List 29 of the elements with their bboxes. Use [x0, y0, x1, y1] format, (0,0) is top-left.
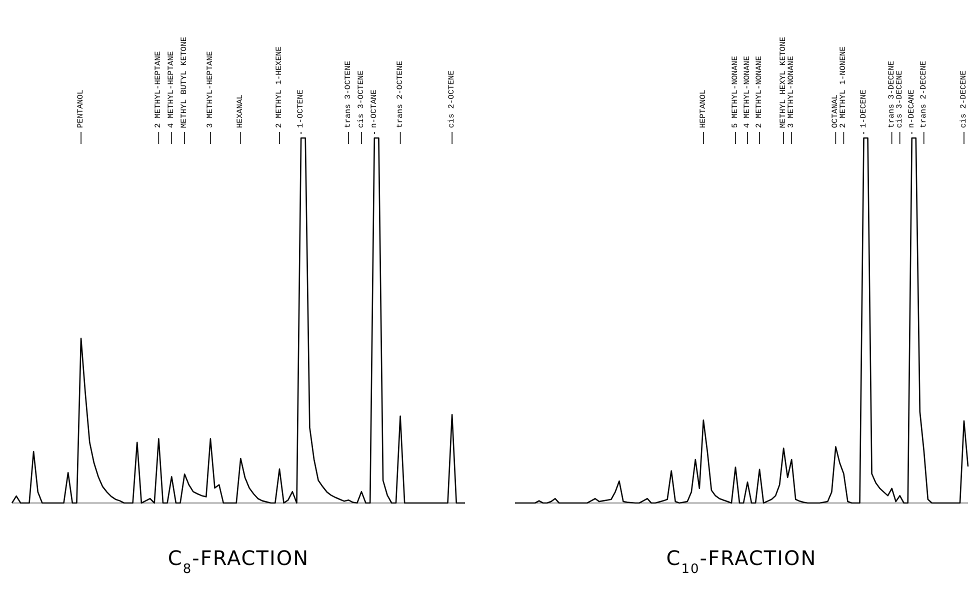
x-tick-label: HEXANAL — [236, 94, 246, 128]
x-tick-label: 4 METHYL-HEPTANE — [167, 50, 176, 128]
x-tick-label: 1-DECENE — [859, 89, 868, 128]
x-tick-label: 2 METHYL-NONANE — [755, 56, 764, 128]
x-tick-label: 2 METHYL 1-HEXENE — [274, 46, 284, 128]
x-tick-label: trans 3-OCTENE — [344, 60, 354, 128]
x-tick-label: METHYL HEXYL KETONE — [779, 36, 788, 128]
x-tick-label: 2 METHYL-HEPTANE — [154, 50, 164, 128]
x-tick-label: METHYL BUTYL KETONE — [180, 36, 190, 128]
x-tick-label: 3 METHYL-NONANE — [787, 56, 796, 128]
x-tick-label: n-DECANE — [907, 89, 916, 128]
x-tick-label: cis 2-DECENE — [959, 70, 968, 128]
text: C$_{8}$-FRACTION — [168, 546, 310, 576]
text: C$_{10}$-FRACTION — [666, 546, 817, 576]
x-tick-label: 1-OCTENE — [296, 89, 306, 128]
x-tick-label: cis 2-OCTENE — [448, 70, 457, 128]
x-tick-label: cis 3-DECENE — [895, 70, 904, 128]
x-tick-label: 2 METHYL 1-NONENE — [839, 46, 848, 128]
x-tick-label: PENTANOL — [76, 89, 86, 128]
x-tick-label: 5 METHYL-NONANE — [730, 56, 740, 128]
x-tick-label: trans 3-DECENE — [887, 60, 896, 128]
x-tick-label: OCTANAL — [831, 94, 840, 128]
x-tick-label: trans 2-DECENE — [919, 60, 928, 128]
x-tick-label: 4 METHYL-NONANE — [743, 56, 752, 128]
x-tick-label: 3 METHYL-HEPTANE — [206, 50, 215, 128]
x-tick-label: n-OCTANE — [370, 89, 379, 128]
x-tick-label: trans 2-OCTENE — [396, 60, 405, 128]
x-tick-label: HEPTANOL — [698, 89, 708, 128]
x-tick-label: cis 3-OCTENE — [356, 70, 366, 128]
